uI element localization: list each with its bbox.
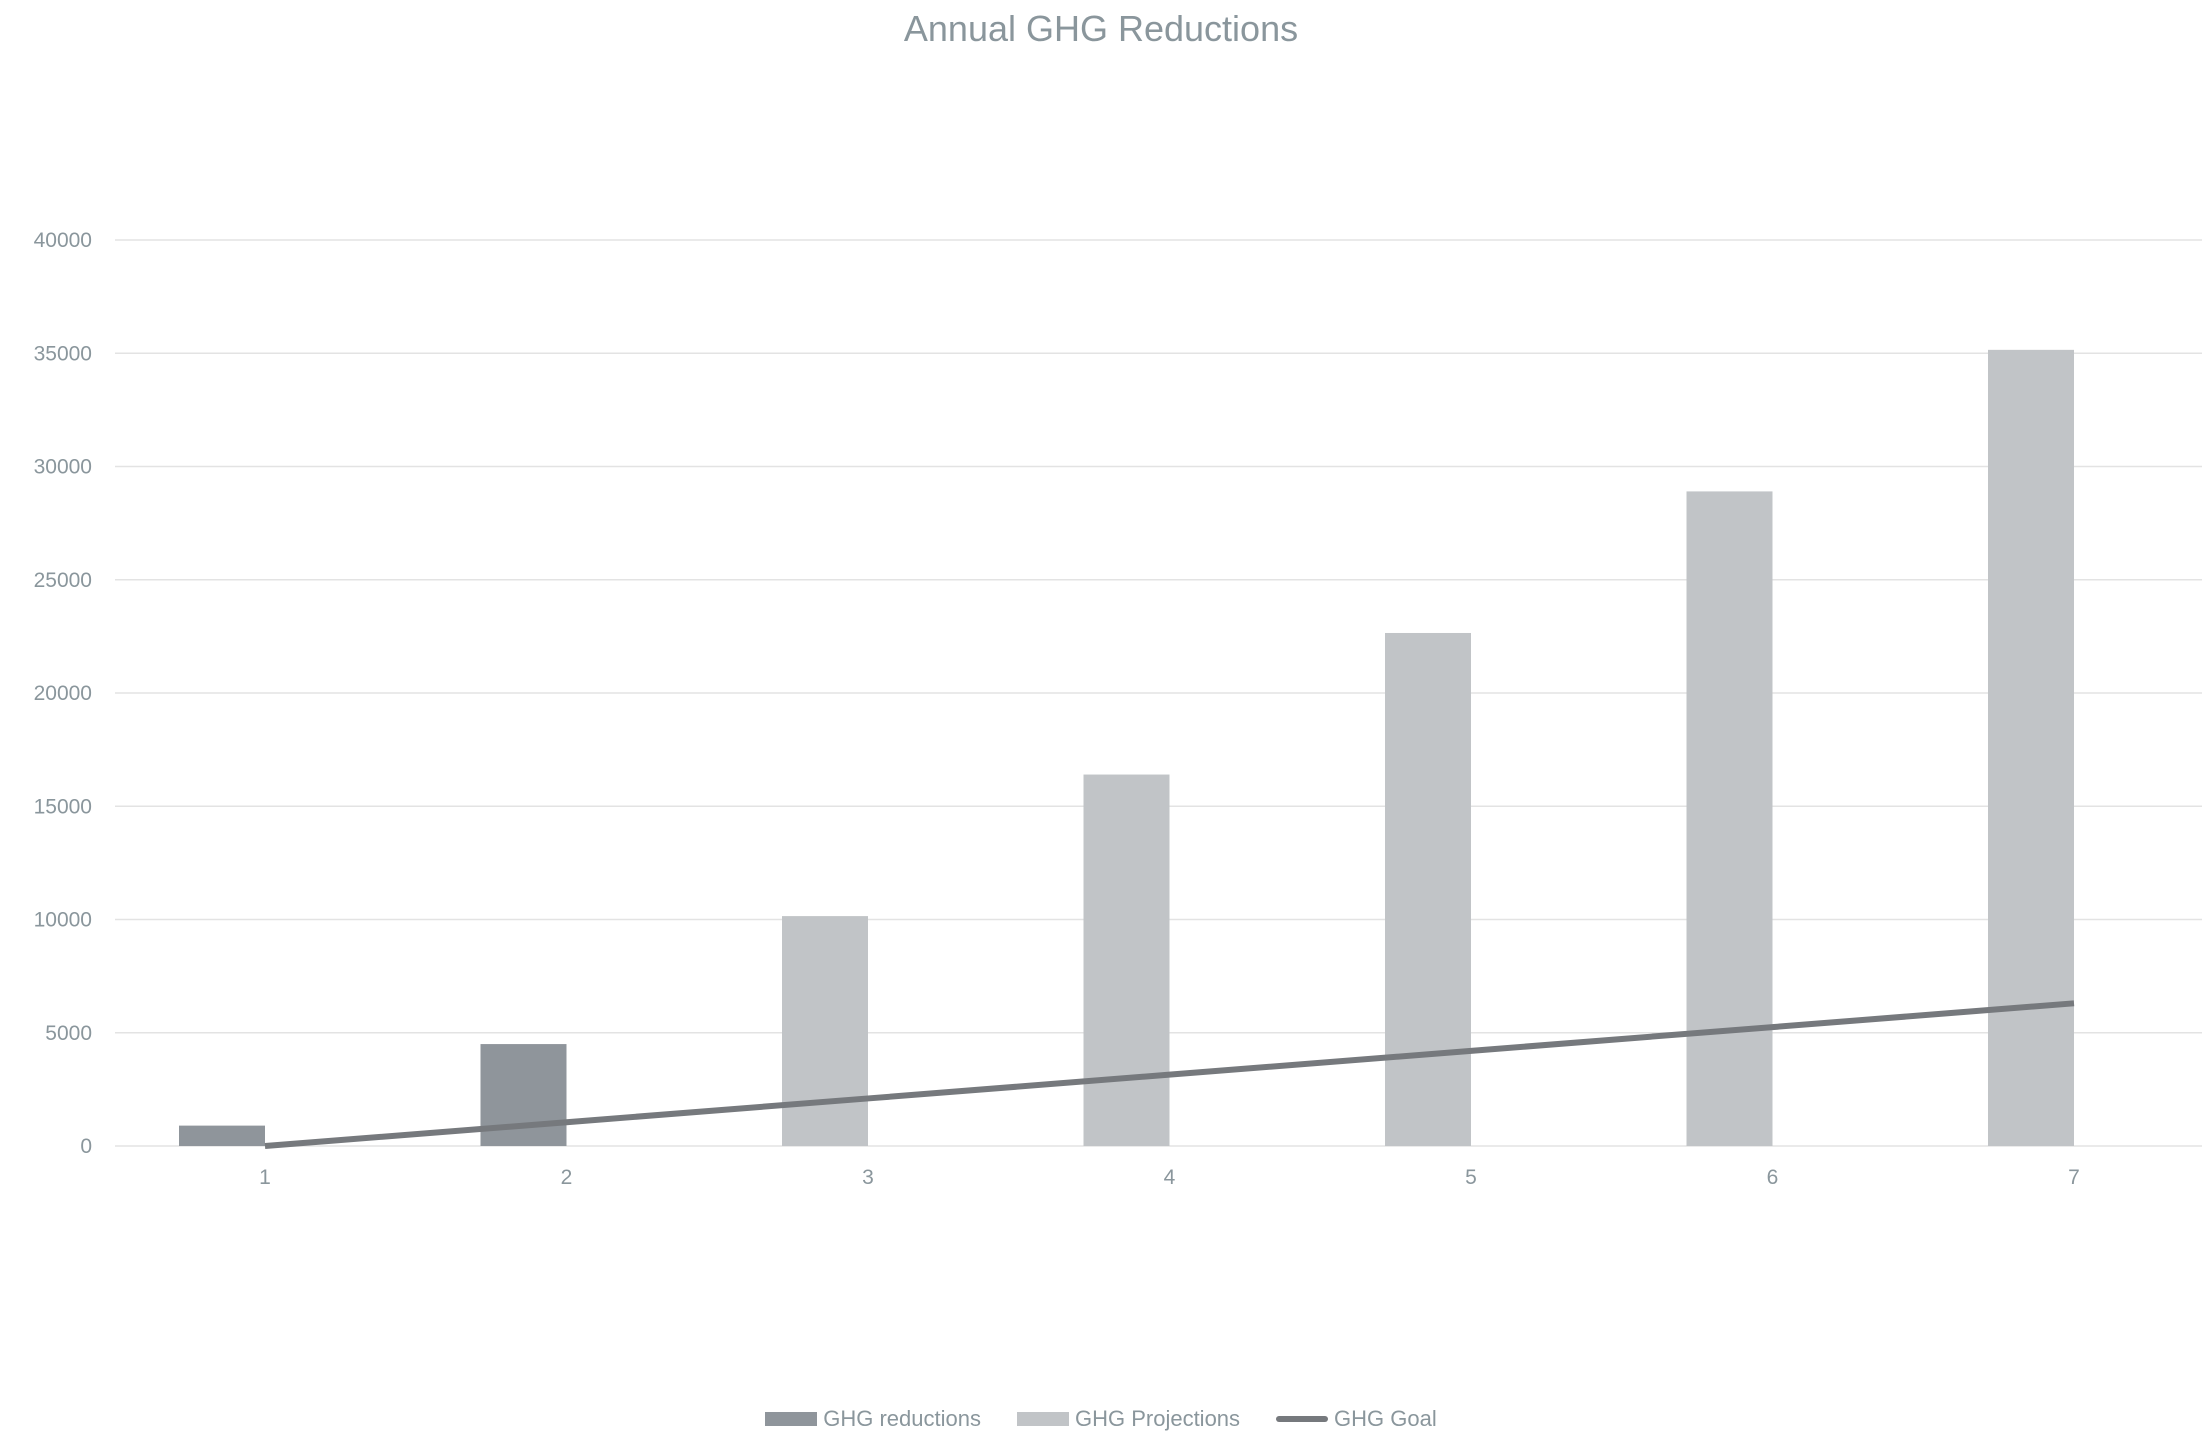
legend-label-reductions: GHG reductions (823, 1405, 981, 1431)
x-tick-label: 3 (862, 1166, 874, 1189)
y-tick-label: 25000 (34, 569, 92, 592)
legend-item-goal: GHG Goal (1276, 1406, 1437, 1432)
bar (1083, 774, 1170, 1146)
bar (782, 916, 868, 1146)
y-tick-label: 5000 (45, 1022, 92, 1045)
legend-swatch-reductions (765, 1411, 818, 1426)
legend: GHG reductions GHG Projections GHG Goal (0, 1405, 2202, 1432)
y-tick-label: 35000 (34, 342, 92, 365)
legend-item-projections: GHG Projections (1016, 1405, 1241, 1432)
bar (179, 1125, 265, 1146)
bar (1686, 491, 1773, 1146)
y-tick-label: 15000 (34, 795, 92, 818)
x-tick-label: 7 (2068, 1166, 2080, 1189)
legend-swatch-projections (1016, 1411, 1069, 1426)
bar (1385, 632, 1471, 1146)
y-tick-label: 20000 (34, 682, 92, 705)
x-tick-label: 6 (1767, 1166, 1779, 1189)
goal-line (264, 1000, 2075, 1149)
chart-title: Annual GHG Reductions (903, 8, 1299, 49)
legend-label-projections: GHG Projections (1074, 1405, 1241, 1431)
y-tick-label: 10000 (34, 909, 92, 932)
y-tick-label: 0 (80, 1135, 92, 1158)
x-tick-label: 5 (1465, 1166, 1477, 1189)
y-tick-label: 40000 (34, 229, 92, 252)
x-tick-label: 1 (259, 1166, 271, 1189)
y-tick-label: 30000 (34, 456, 92, 479)
legend-item-reductions: GHG reductions (765, 1406, 981, 1432)
x-tick-label: 4 (1164, 1166, 1176, 1189)
legend-swatch-goal (1276, 1415, 1329, 1422)
bar (1988, 349, 2074, 1146)
legend-label-goal: GHG Goal (1334, 1405, 1437, 1431)
x-tick-label: 2 (561, 1166, 573, 1189)
